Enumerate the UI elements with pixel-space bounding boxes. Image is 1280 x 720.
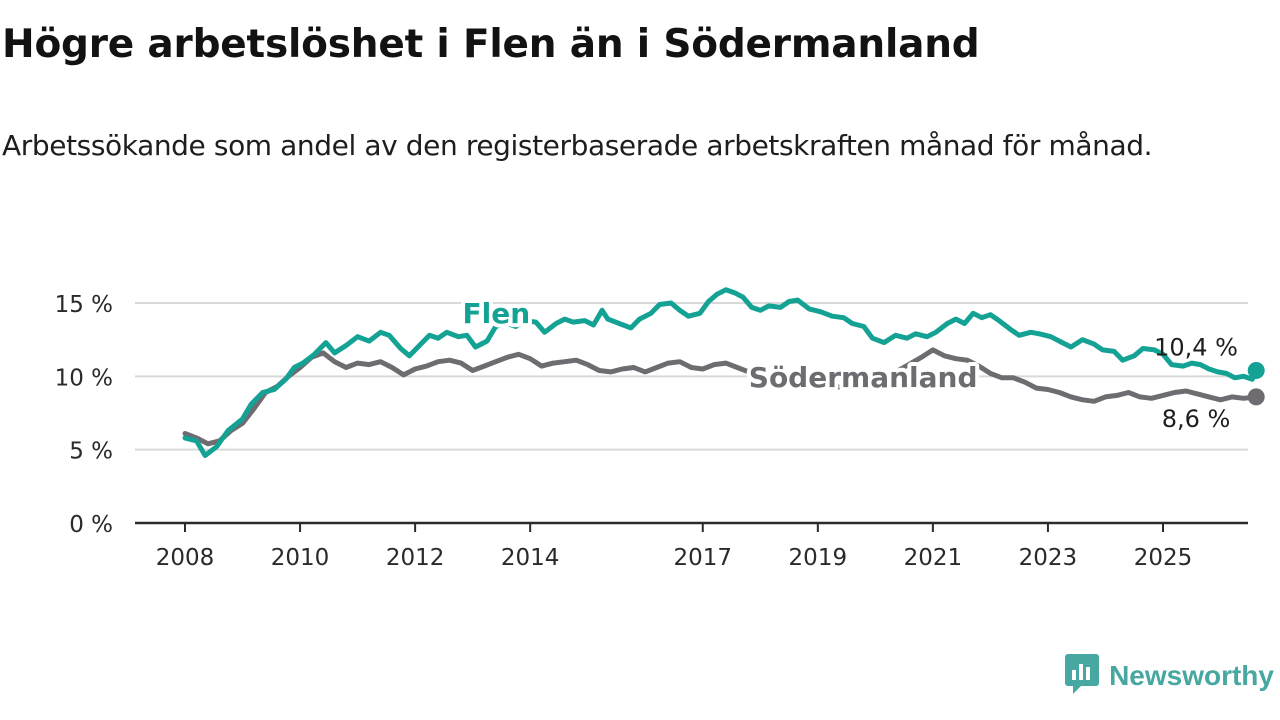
series-line-sodermanland	[182, 350, 752, 447]
y-tick-label: 15 %	[55, 292, 113, 318]
page-subtitle: Arbetssökande som andel av den registerb…	[2, 129, 1153, 162]
series-name-halo: Flen	[463, 297, 531, 330]
x-tick-label: 2021	[904, 545, 963, 571]
x-tick-label: 2014	[501, 545, 560, 571]
page-title: Högre arbetslöshet i Flen än i Södermanl…	[2, 22, 980, 67]
x-tick-label: 2019	[789, 545, 848, 571]
brand-logo: Newsworthy	[1065, 654, 1274, 698]
series-name-label-flen: Flen	[463, 297, 531, 330]
y-tick-label: 10 %	[55, 365, 113, 391]
y-tick-label: 5 %	[69, 439, 113, 465]
brand-name: Newsworthy	[1109, 660, 1274, 691]
x-tick-label: 2023	[1019, 545, 1078, 571]
series-name-halo: Södermanland	[749, 361, 978, 394]
x-tick-label: 2017	[673, 545, 732, 571]
endpoint-marker-flen	[1247, 361, 1265, 379]
newsworthy-logo-icon	[1065, 654, 1100, 698]
series-line-flen	[182, 287, 1259, 458]
x-tick-label: 2012	[386, 545, 445, 571]
series-line-sodermanland-tail	[746, 347, 1259, 404]
x-tick-label: 2010	[271, 545, 330, 571]
x-tick-label: 2025	[1134, 545, 1193, 571]
end-value-label-sodermanland: 8,6 %	[1162, 405, 1231, 433]
x-tick-label: 2008	[156, 545, 215, 571]
series-name-label-sodermanland: Södermanland	[749, 361, 978, 394]
end-value-label-flen: 10,4 %	[1154, 333, 1238, 361]
y-tick-label: 0 %	[69, 512, 113, 538]
endpoint-marker-sodermanland	[1247, 388, 1265, 406]
